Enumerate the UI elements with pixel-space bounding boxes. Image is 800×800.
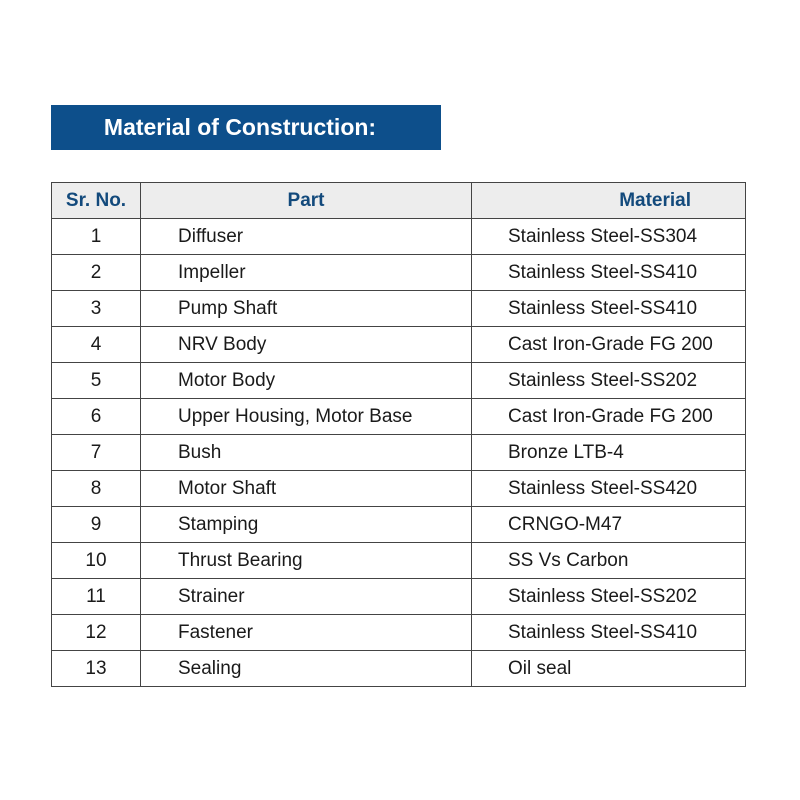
sr-no-cell: 3 <box>51 290 141 327</box>
material-cell: Cast Iron-Grade FG 200 <box>471 326 746 363</box>
table-row: 2 Impeller Stainless Steel-SS410 <box>51 254 746 291</box>
material-cell: Bronze LTB-4 <box>471 434 746 471</box>
sr-no-cell: 1 <box>51 218 141 255</box>
table-row: 11 Strainer Stainless Steel-SS202 <box>51 578 746 615</box>
part-cell: Impeller <box>140 254 472 291</box>
sr-no-cell: 4 <box>51 326 141 363</box>
sr-no-cell: 7 <box>51 434 141 471</box>
part-cell: Diffuser <box>140 218 472 255</box>
table-row: 6 Upper Housing, Motor Base Cast Iron-Grad… <box>51 398 746 435</box>
sr-no-cell: 9 <box>51 506 141 543</box>
header-sr-no: Sr. No. <box>51 182 141 219</box>
header-part: Part <box>140 182 472 219</box>
table-row: 10 Thrust Bearing SS Vs Carbon <box>51 542 746 579</box>
part-cell: Thrust Bearing <box>140 542 472 579</box>
material-cell: Stainless Steel-SS410 <box>471 614 746 651</box>
part-cell: Motor Shaft <box>140 470 472 507</box>
part-cell: Fastener <box>140 614 472 651</box>
materials-table: Sr. No. Part Material 1 Diffuser Stainless… <box>51 182 746 687</box>
table-header-row: Sr. No. Part Material <box>51 182 746 219</box>
material-cell: Oil seal <box>471 650 746 687</box>
table-row: 3 Pump Shaft Stainless Steel-SS410 <box>51 290 746 327</box>
part-cell: Strainer <box>140 578 472 615</box>
material-cell: Stainless Steel-SS410 <box>471 290 746 327</box>
part-cell: Motor Body <box>140 362 472 399</box>
part-cell: Pump Shaft <box>140 290 472 327</box>
table-row: 1 Diffuser Stainless Steel-SS304 <box>51 218 746 255</box>
sr-no-cell: 13 <box>51 650 141 687</box>
header-material: Material <box>471 182 746 219</box>
material-cell: Stainless Steel-SS420 <box>471 470 746 507</box>
part-cell: Stamping <box>140 506 472 543</box>
material-cell: SS Vs Carbon <box>471 542 746 579</box>
material-cell: Stainless Steel-SS202 <box>471 362 746 399</box>
sr-no-cell: 6 <box>51 398 141 435</box>
table-row: 5 Motor Body Stainless Steel-SS202 <box>51 362 746 399</box>
material-cell: Cast Iron-Grade FG 200 <box>471 398 746 435</box>
sr-no-cell: 8 <box>51 470 141 507</box>
material-cell: CRNGO-M47 <box>471 506 746 543</box>
part-cell: Sealing <box>140 650 472 687</box>
table-row: 12 Fastener Stainless Steel-SS410 <box>51 614 746 651</box>
material-cell: Stainless Steel-SS410 <box>471 254 746 291</box>
material-cell: Stainless Steel-SS202 <box>471 578 746 615</box>
material-cell: Stainless Steel-SS304 <box>471 218 746 255</box>
table-row: 9 Stamping CRNGO-M47 <box>51 506 746 543</box>
table-row: 4 NRV Body Cast Iron-Grade FG 200 <box>51 326 746 363</box>
part-cell: Bush <box>140 434 472 471</box>
part-cell: NRV Body <box>140 326 472 363</box>
sr-no-cell: 5 <box>51 362 141 399</box>
sr-no-cell: 2 <box>51 254 141 291</box>
sr-no-cell: 12 <box>51 614 141 651</box>
sr-no-cell: 11 <box>51 578 141 615</box>
sr-no-cell: 10 <box>51 542 141 579</box>
table-row: 8 Motor Shaft Stainless Steel-SS420 <box>51 470 746 507</box>
table-row: 7 Bush Bronze LTB-4 <box>51 434 746 471</box>
table-row: 13 Sealing Oil seal <box>51 650 746 687</box>
page-title: Material of Construction: <box>51 105 441 150</box>
part-cell: Upper Housing, Motor Base <box>140 398 472 435</box>
